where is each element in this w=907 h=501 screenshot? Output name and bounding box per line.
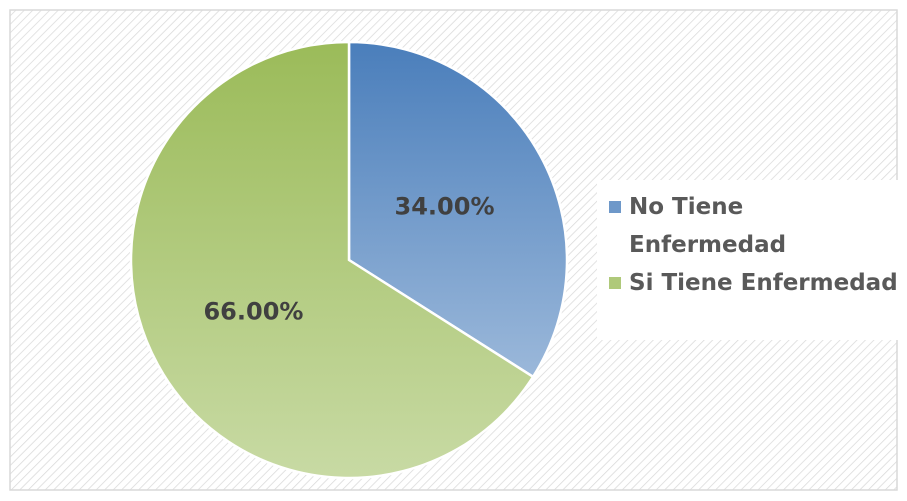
legend-label: No Tiene Enfermedad — [629, 194, 787, 258]
legend-item: No Tiene Enfermedad — [609, 188, 786, 264]
legend-label: Si Tiene Enfermedad — [629, 270, 898, 296]
pie: 34.00% 66.00% — [129, 40, 569, 480]
data-label: 34.00% — [395, 192, 495, 220]
pie-slice — [129, 40, 535, 480]
legend-swatch — [609, 201, 621, 213]
legend: No Tiene Enfermedad Si Tiene Enfermedad — [597, 180, 907, 340]
legend-item: Si Tiene Enfermedad — [609, 264, 907, 302]
data-label: 66.00% — [203, 298, 303, 326]
legend-swatch — [609, 277, 621, 289]
